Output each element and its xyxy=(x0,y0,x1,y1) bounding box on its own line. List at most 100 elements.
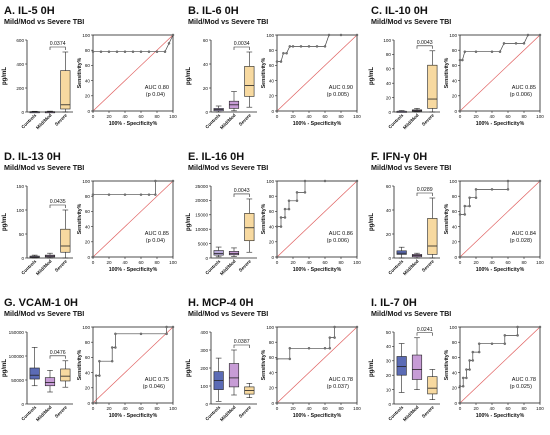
significance-bracket xyxy=(233,344,250,348)
p-value-label: 0.0476 xyxy=(50,350,66,356)
roc-point xyxy=(99,50,103,53)
box-severe xyxy=(427,376,438,395)
box-y-tick-label: 400 xyxy=(200,330,208,335)
roc-point xyxy=(465,368,468,371)
roc-point xyxy=(295,199,299,203)
roc-point xyxy=(283,207,287,211)
box-y-axis-label: pg/mL xyxy=(2,67,8,85)
roc-point xyxy=(287,207,291,211)
roc-x-axis-label: 100% - Specificity% xyxy=(476,413,525,419)
roc-point xyxy=(154,193,157,196)
box-controls xyxy=(29,367,40,380)
roc-point xyxy=(139,332,143,336)
roc-y-tick-label: 80 xyxy=(452,48,458,53)
roc-point xyxy=(463,213,467,216)
roc-x-axis-label: 100% - Specificity% xyxy=(293,267,342,273)
panel-subtitle: Mild/Mod vs Severe TBI xyxy=(188,163,268,172)
box-category-label: Severe xyxy=(54,404,69,419)
roc-reference-diagonal xyxy=(276,34,358,112)
p-value-label: 0.0043 xyxy=(234,188,250,194)
roc-y-axis-label: Sensitivity% xyxy=(261,57,267,88)
roc-point xyxy=(514,42,518,45)
roc-point xyxy=(155,50,159,53)
roc-x-tick-label: 20 xyxy=(290,406,296,411)
roc-x-tick-label: 100 xyxy=(169,406,177,411)
roc-x-tick-label: 100 xyxy=(169,260,177,265)
roc-x-tick-label: 40 xyxy=(489,406,495,411)
roc-y-tick-label: 40 xyxy=(452,78,458,83)
box-category-label: Severe xyxy=(54,112,69,127)
roc-point xyxy=(131,50,135,53)
box-category-label: Mild/Mod xyxy=(35,113,53,131)
box-severe xyxy=(244,213,255,242)
roc-point xyxy=(165,325,168,329)
box-y-tick-label: 50000 xyxy=(11,378,24,383)
auc-label: AUC 0.78 xyxy=(512,377,536,383)
box-y-tick-label: 40 xyxy=(203,62,209,67)
panel-subtitle: Mild/Mod vs Severe TBI xyxy=(4,163,84,172)
roc-point xyxy=(91,255,95,259)
box-category-label: Severe xyxy=(54,258,69,273)
roc-x-tick-label: 20 xyxy=(106,260,112,265)
auc-p-value: (p 0.005) xyxy=(327,92,350,98)
roc-y-tick-label: 60 xyxy=(269,355,275,360)
roc-point xyxy=(115,50,119,53)
roc-y-tick-label: 0 xyxy=(454,401,457,406)
roc-y-tick-label: 40 xyxy=(85,224,91,229)
box-y-axis-label: pg/mL xyxy=(186,67,192,85)
roc-point xyxy=(98,374,101,377)
box-mild-mod xyxy=(411,354,423,380)
roc-point xyxy=(490,342,494,345)
roc-point xyxy=(522,42,526,45)
box-y-tick-label: 60 xyxy=(203,38,209,43)
roc-y-tick-label: 80 xyxy=(269,48,275,53)
roc-x-tick-label: 60 xyxy=(505,114,511,119)
roc-x-tick-label: 80 xyxy=(338,114,344,119)
roc-x-axis-label: 100% - Specificity% xyxy=(476,267,525,273)
roc-point xyxy=(333,325,336,329)
roc-y-tick-label: 20 xyxy=(85,386,91,391)
roc-y-tick-label: 20 xyxy=(452,94,458,99)
roc-point xyxy=(98,359,101,363)
roc-y-tick-label: 40 xyxy=(269,370,275,375)
roc-x-tick-label: 60 xyxy=(322,114,328,119)
roc-point xyxy=(288,45,292,48)
roc-y-tick-label: 60 xyxy=(85,355,91,360)
roc-y-tick-label: 100 xyxy=(449,33,457,38)
roc-point xyxy=(295,191,299,194)
roc-reference-diagonal xyxy=(92,180,174,258)
box-y-tick-label: 20 xyxy=(386,232,392,237)
roc-y-tick-label: 20 xyxy=(269,94,275,99)
roc-point xyxy=(107,50,111,53)
roc-point xyxy=(471,359,475,362)
roc-point xyxy=(275,255,279,259)
box-category-label: Severe xyxy=(421,258,436,273)
significance-bracket xyxy=(49,355,66,359)
box-y-tick-label: 150000 xyxy=(9,330,25,335)
roc-y-tick-label: 60 xyxy=(269,63,275,68)
roc-point xyxy=(474,196,478,199)
roc-point xyxy=(490,50,494,53)
roc-curve xyxy=(459,326,540,403)
roc-x-tick-label: 20 xyxy=(473,114,479,119)
roc-y-tick-label: 60 xyxy=(85,209,91,214)
roc-y-tick-label: 100 xyxy=(449,325,457,330)
auc-p-value: (p 0.04) xyxy=(146,238,165,244)
roc-point xyxy=(477,342,481,345)
box-mild-mod xyxy=(228,251,240,256)
box-y-tick-label: 300 xyxy=(200,348,208,353)
roc-y-axis-label: Sensitivity% xyxy=(261,349,267,380)
box-y-tick-label: 0 xyxy=(21,110,24,115)
box-y-tick-label: 10000 xyxy=(195,227,208,232)
roc-y-tick-label: 20 xyxy=(269,240,275,245)
significance-bracket xyxy=(49,46,66,50)
roc-y-tick-label: 40 xyxy=(269,224,275,229)
p-value-label: 0.0435 xyxy=(50,199,66,205)
roc-y-axis-label: Sensitivity% xyxy=(444,349,450,380)
roc-x-tick-label: 100 xyxy=(353,114,361,119)
significance-bracket xyxy=(49,204,66,208)
box-severe xyxy=(60,228,71,253)
box-y-tick-label: 15000 xyxy=(195,213,208,218)
